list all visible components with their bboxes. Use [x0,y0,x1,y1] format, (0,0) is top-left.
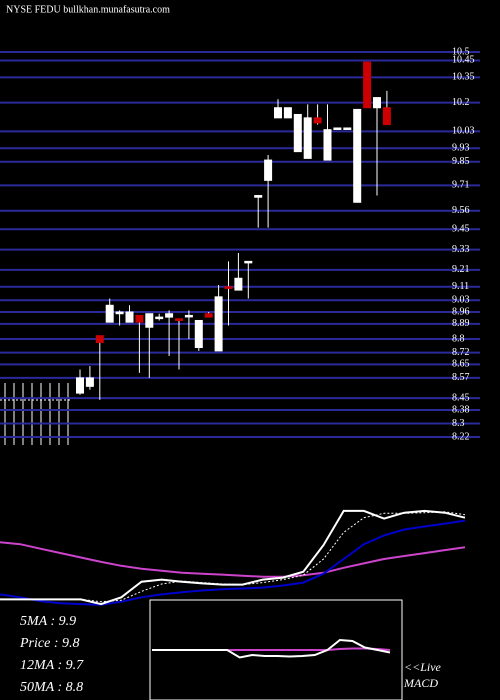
indicator-line [152,638,391,659]
candle-body [293,113,302,153]
left-decoration [0,383,72,445]
candle-body [274,107,282,119]
candle-body [382,107,391,126]
candle-body [333,127,342,130]
y-tick-label: 9.71 [452,180,470,191]
candle-body [95,335,104,343]
candle-body [234,277,243,291]
y-tick-label: 10.03 [452,126,475,137]
y-tick-label: 8.57 [452,372,470,383]
y-tick-label: 8.8 [452,333,465,344]
y-tick-label: 9.33 [452,244,470,255]
indicator-label: 5MA : 9.9 [20,614,76,629]
candle-body [254,195,263,198]
candle-body [184,314,193,318]
candle-body [343,127,352,130]
candle-body [194,319,203,349]
indicator-line [0,541,466,578]
candle-body [313,117,322,124]
candle-body [115,311,124,315]
candle-body [135,314,144,323]
y-tick-label: 8.72 [452,347,470,358]
candle-body [283,107,292,119]
y-tick-label: 8.38 [452,404,470,415]
candle-body [303,117,312,159]
y-tick-label: 10.2 [452,97,470,108]
macd-box [149,599,403,700]
y-tick-label: 8.96 [452,306,470,317]
y-tick-label: 9.21 [452,264,470,275]
candle-body [125,311,134,323]
y-tick-label: 8.3 [452,418,465,429]
y-tick-label: 9.93 [452,143,470,154]
indicator-label: 50MA : 8.8 [20,680,83,695]
indicator-label: Price : 9.8 [19,636,79,651]
candle-body [85,377,94,387]
y-tick-label: 10.45 [452,55,475,66]
candle-body [175,318,183,321]
indicator-line [0,519,466,606]
y-tick-label: 9.45 [452,224,470,235]
candle-body [105,304,114,323]
y-tick-label: 9.85 [452,156,470,167]
candle-body [224,286,233,289]
candle-body [264,159,273,181]
y-tick-label: 9.56 [452,205,470,216]
candle-body [244,260,253,264]
y-tick-label: 8.45 [452,392,470,403]
indicator-label: 12MA : 9.7 [20,658,84,673]
y-tick-label: 10.5 [452,46,470,57]
y-tick-label: 8.89 [452,318,470,329]
candle-body [363,61,372,109]
y-tick-label: 9.03 [452,295,470,306]
candle-body [204,313,213,318]
y-tick-label: 8.65 [452,359,470,370]
candle-body [373,97,381,109]
candle-body [165,313,174,318]
indicator-line [0,509,466,606]
chart-title: NYSE FEDU bullkhan.munafasutra.com [6,4,170,15]
candle-body [214,296,223,352]
y-tick-label: 9.11 [452,281,469,292]
candle-body [323,129,332,161]
y-tick-label: 8.22 [452,431,470,442]
candle-body [353,108,362,203]
macd-title: <<Live MACD [403,660,442,690]
candle-body [155,316,164,320]
candle-body [145,313,154,328]
y-tick-label: 10.35 [452,72,475,83]
candle-body [76,377,84,394]
